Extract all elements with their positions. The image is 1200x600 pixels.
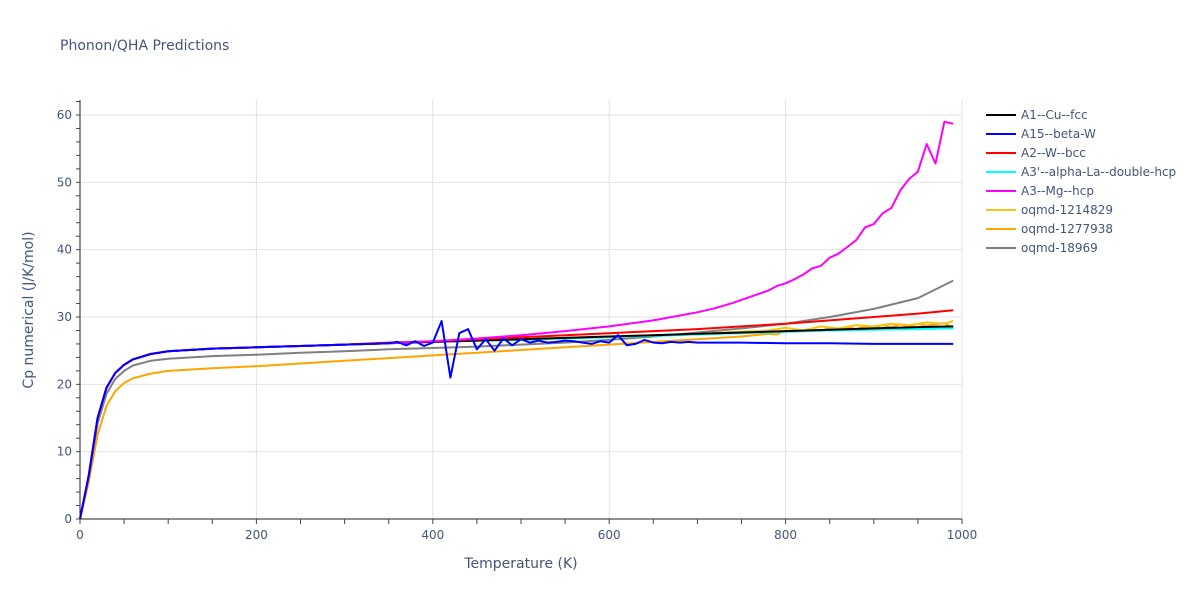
legend-label: oqmd-1277938 (1021, 222, 1113, 236)
y-tick-label: 30 (57, 310, 72, 324)
legend-label: A3--Mg--hcp (1021, 184, 1094, 198)
legend-item[interactable]: oqmd-1214829 (986, 203, 1113, 217)
x-axis-title: Temperature (K) (463, 556, 577, 572)
legend-item[interactable]: A3--Mg--hcp (986, 184, 1094, 198)
legend-item[interactable]: A1--Cu--fcc (986, 108, 1088, 122)
x-tick-label: 600 (598, 528, 621, 542)
legend-label: A1--Cu--fcc (1021, 108, 1088, 122)
x-tick-label: 800 (774, 528, 797, 542)
chart-title: Phonon/QHA Predictions (60, 38, 229, 54)
y-tick-label: 0 (64, 512, 72, 526)
legend-item[interactable]: A3'--alpha-La--double-hcp (986, 165, 1176, 179)
plot-area[interactable] (79, 120, 954, 520)
legend-label: oqmd-18969 (1021, 241, 1098, 255)
x-tick-label: 200 (245, 528, 268, 542)
legend-label: A15--beta-W (1021, 127, 1096, 141)
legend-label: A2--W--bcc (1021, 146, 1086, 160)
y-tick-label: 10 (57, 445, 72, 459)
y-tick-label: 50 (57, 175, 72, 189)
x-tick-label: 400 (421, 528, 444, 542)
y-axis-title: Cp numerical (J/K/mol) (21, 231, 37, 388)
legend-item[interactable]: oqmd-18969 (986, 241, 1098, 255)
y-tick-label: 60 (57, 108, 72, 122)
legend[interactable]: A1--Cu--fcc A15--beta-W A2--W--bcc A3'--alp… (986, 108, 1176, 255)
gridlines (80, 100, 963, 519)
series-line[interactable] (79, 320, 954, 520)
legend-item[interactable]: A15--beta-W (986, 127, 1096, 141)
series-line[interactable] (79, 279, 954, 520)
y-tick-label: 20 (57, 377, 72, 391)
legend-label: A3'--alpha-La--double-hcp (1021, 165, 1176, 179)
legend-item[interactable]: oqmd-1277938 (986, 222, 1113, 236)
legend-item[interactable]: A2--W--bcc (986, 146, 1086, 160)
x-tick-label: 0 (76, 528, 84, 542)
x-tick-label: 1000 (947, 528, 978, 542)
legend-label: oqmd-1214829 (1021, 203, 1113, 217)
series-line[interactable] (79, 322, 954, 520)
y-tick-label: 40 (57, 243, 72, 257)
